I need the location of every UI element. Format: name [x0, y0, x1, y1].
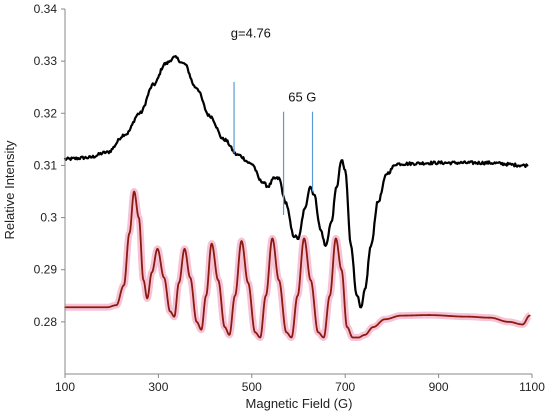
- y-tick-label: 0.28: [34, 315, 58, 329]
- annotation-2: 65 G: [288, 89, 316, 104]
- series-experimental-line: [63, 54, 529, 309]
- y-tick-label: 0.31: [34, 158, 58, 172]
- series-simulated-line: [64, 190, 531, 339]
- x-axis-label: Magnetic Field (G): [246, 396, 353, 411]
- annotation-1: g=4.76: [231, 26, 271, 41]
- x-tick-label: 300: [148, 380, 168, 394]
- y-tick-label: 0.34: [34, 2, 58, 16]
- y-tick-label: 0.29: [34, 263, 58, 277]
- x-tick-label: 500: [242, 380, 262, 394]
- axes: 0.28 0.29 0.3 0.31 0.32 0.33 0.34 100 300 500 700 9…: [34, 2, 546, 394]
- simulated-series-halo: [61, 188, 533, 341]
- x-tick-label: 700: [335, 380, 355, 394]
- annotations: g=4.76 65 G: [231, 26, 317, 105]
- y-axis-label: Relative Intensity: [2, 140, 17, 239]
- y-tick-label: 0.33: [34, 54, 58, 68]
- x-tick-label: 900: [429, 380, 449, 394]
- series-simulated-halo: [61, 188, 533, 341]
- marker-lines: [233, 82, 314, 215]
- y-tick-label: 0.32: [34, 106, 58, 120]
- x-tick-label: 100: [55, 380, 75, 394]
- series-group: [63, 54, 531, 339]
- y-tick-label: 0.3: [40, 211, 57, 225]
- x-tick-label: 1100: [519, 380, 545, 394]
